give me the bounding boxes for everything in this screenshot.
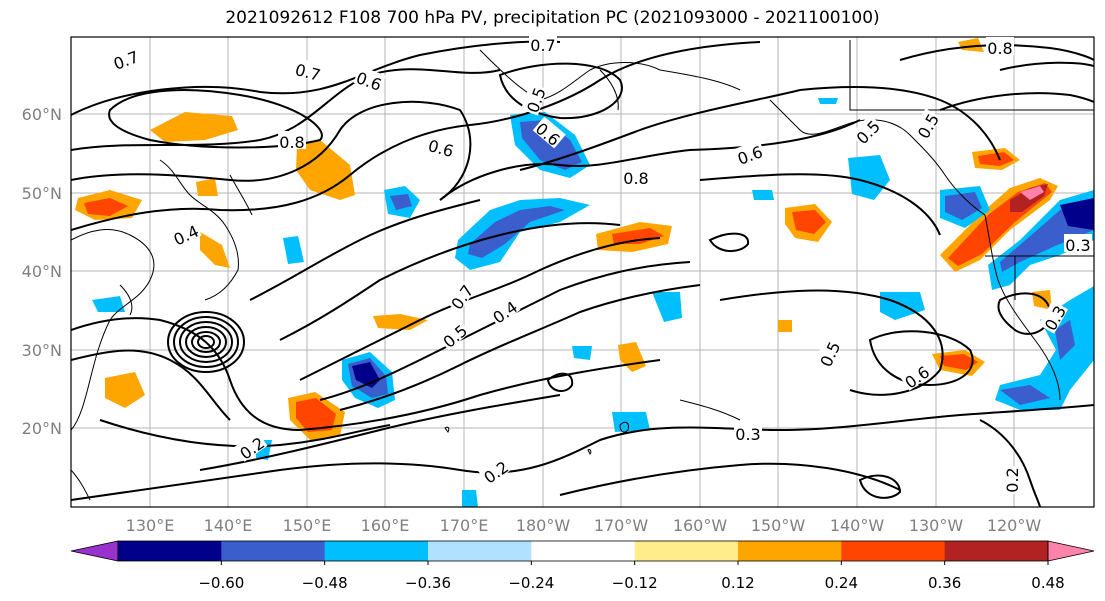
contour-label: 0.3 [1065,236,1090,255]
contour-label-bg [532,116,566,149]
contour-label-bg [168,219,202,248]
contour-label-bg [487,294,521,326]
lon-label: 130°E [126,516,175,535]
contour-label-layer: 0.7 0.7 0.60.70.80.80.60.50.60.80.60.5 0.50… [109,34,1092,494]
contour-label-bg [734,423,762,441]
lon-label: 160°E [361,516,410,535]
contour-label: 0.8 [623,169,648,188]
lon-label: 120°W [987,516,1042,535]
contour-label-bg [478,454,512,486]
contour-label-bg [444,279,476,313]
map-title: 2021092612 F108 700 hPa PV, precipitatio… [225,8,880,28]
colorbar-extend-high [1047,540,1095,562]
lon-label: 150°E [283,516,332,535]
lon-label: 150°W [751,516,806,535]
lat-label: 30°N [22,341,62,360]
contour-label: 0.7 [530,36,555,55]
colorbar-swatch [428,541,532,561]
contour-label-bg [234,430,268,462]
colorbar-tick-label: −0.36 [405,574,451,592]
colorbar-tick-label: −0.48 [302,574,348,592]
contour-label-bg [292,57,325,83]
colorbar-swatch [118,541,222,561]
colorbar-swatch [324,541,429,561]
colorbar-swatch [531,541,636,561]
contour-label-bg [899,359,933,391]
contour-label-bg [622,167,650,185]
contour-label-bg [733,139,766,167]
lon-label: 170°E [440,516,489,535]
contour-label-bg [814,336,843,370]
colorbar-tick-label: −0.12 [612,574,658,592]
colorbar-tick-label: 0.36 [928,574,961,592]
colorbar-border [117,540,1049,562]
lat-label: 60°N [22,105,62,124]
contour-label-bg [437,318,471,351]
lon-label: 140°E [204,516,253,535]
lat-label: 20°N [22,419,62,438]
lat-axis-labels: 60°N 50°N 40°N 30°N 20°N [22,105,62,438]
colorbar-tick-label: 0.48 [1031,574,1064,592]
colorbar-swatch [738,541,842,561]
contour-label: 0.2 [1003,467,1022,492]
contour-label-bg [529,34,557,52]
lon-label: 160°W [673,516,728,535]
contour-label-bg [1038,300,1069,334]
colorbar-swatch [841,541,946,561]
colorbar-tick-label: −0.24 [508,574,554,592]
colorbar-swatch [221,541,326,561]
contour-label-bg [986,37,1014,55]
map-area [71,37,1094,507]
colorbar: −0.60 −0.48 −0.36 −0.24 −0.12 0.12 0.24 0.36 0.4… [70,540,1095,592]
contour-label: 0.8 [279,133,304,152]
lat-label: 50°N [22,184,62,203]
contour-label-bg [911,108,942,142]
contour-label-bg [278,131,306,149]
colorbar-extend-low [70,540,119,562]
contour-label: 0.8 [987,39,1012,58]
map-border [70,36,1095,508]
contour-label-bg [109,44,142,72]
lon-axis-labels: 130°E 140°E 150°E 160°E 170°E 180°W 170°W 160°W… [126,516,1042,535]
lon-label: 170°W [594,516,649,535]
contour-label-bg [1001,466,1019,494]
lon-label: 180°W [516,516,571,535]
coastlines [71,40,1094,501]
contour-label-bg [353,65,386,93]
contour-label: 0.3 [735,425,760,444]
colorbar-swatch [634,541,739,561]
contour-label-bg [1064,234,1092,252]
contour-label-bg [425,133,458,159]
contour-label-bg [520,83,548,116]
lon-label: 130°W [909,516,964,535]
lat-label: 40°N [22,262,62,281]
contour-label-bg [850,114,883,147]
colorbar-tick-label: −0.60 [198,574,244,592]
colorbar-swatch [944,541,1049,561]
colorbar-tick-label: 0.24 [825,574,858,592]
pv-contours [71,40,1094,507]
colorbar-tick-label: 0.12 [721,574,754,592]
lon-label: 140°W [830,516,885,535]
